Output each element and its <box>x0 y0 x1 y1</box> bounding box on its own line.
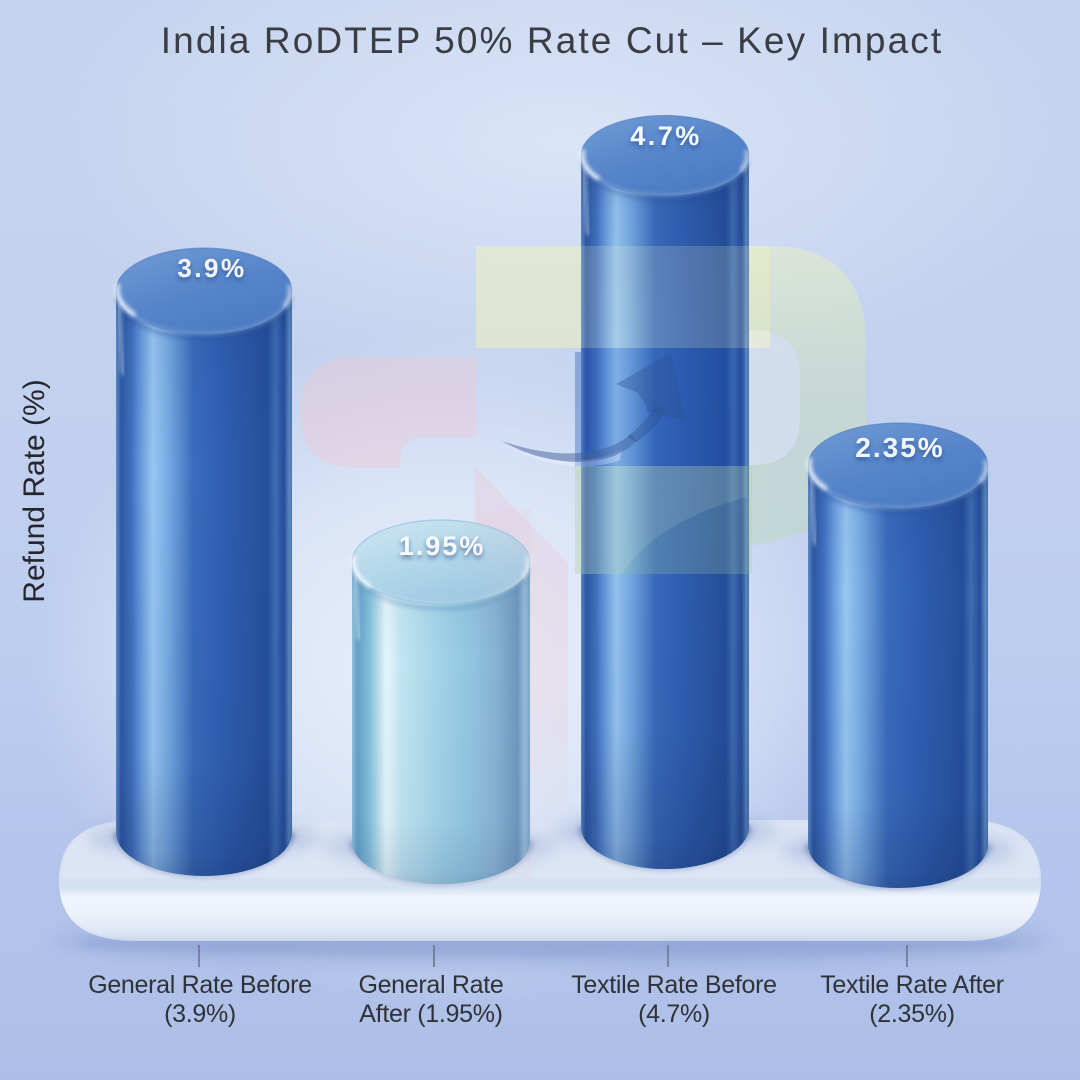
svg-text:(2.35%): (2.35%) <box>869 1000 954 1028</box>
svg-text:General Rate: General Rate <box>358 971 503 999</box>
svg-text:3.9%: 3.9% <box>177 253 246 283</box>
svg-text:Textile Rate Before: Textile Rate Before <box>571 971 777 999</box>
svg-text:2.35%: 2.35% <box>855 432 944 463</box>
svg-text:(3.9%): (3.9%) <box>164 1000 236 1028</box>
svg-text:After (1.95%): After (1.95%) <box>359 1000 502 1028</box>
svg-text:(4.7%): (4.7%) <box>638 1000 710 1028</box>
svg-text:4.7%: 4.7% <box>630 121 702 151</box>
svg-text:India RoDTEP 50% Rate Cut – Ke: India RoDTEP 50% Rate Cut – Key Impact <box>161 20 943 61</box>
svg-text:General Rate Before: General Rate Before <box>88 971 312 999</box>
svg-text:Refund Rate (%): Refund Rate (%) <box>18 379 51 602</box>
svg-text:Textile Rate After: Textile Rate After <box>820 971 1004 999</box>
